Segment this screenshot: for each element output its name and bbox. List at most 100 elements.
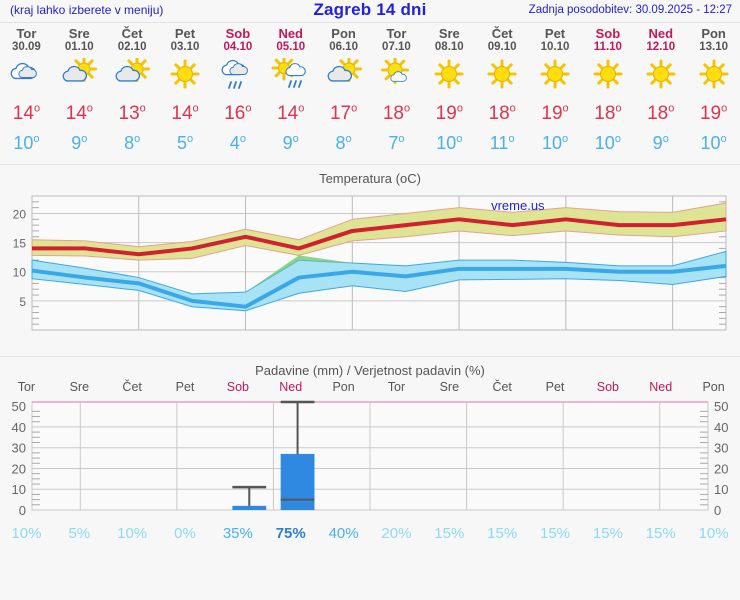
weather-icon-sun-rain bbox=[271, 58, 306, 88]
max-temp-value: 13o bbox=[118, 103, 146, 125]
min-temp-cell: 10o bbox=[529, 127, 582, 156]
min-temp-value: 9o bbox=[282, 133, 299, 154]
min-temp-cell: 8o bbox=[106, 127, 159, 156]
probability-cell: 40% bbox=[317, 524, 370, 544]
day-date: 02.10 bbox=[117, 41, 147, 53]
day-date: 06.10 bbox=[329, 41, 358, 53]
min-temp-cell: 4o bbox=[211, 127, 264, 156]
day-name: Sre bbox=[68, 26, 90, 41]
svg-text:0: 0 bbox=[714, 503, 721, 518]
precip-day-label: Sre bbox=[69, 380, 90, 395]
day-column: Sre 01.10 bbox=[53, 27, 106, 54]
weather-icon-cell bbox=[476, 54, 529, 96]
day-name: Sre bbox=[438, 26, 460, 41]
max-temp-cell: 16o bbox=[211, 96, 264, 127]
max-temperature-row: 14o 14o 13o 14o 16o 14o 17o 18o 19o 18o … bbox=[0, 96, 740, 127]
min-temp-value: 10o bbox=[700, 133, 727, 154]
min-temp-cell: 9o bbox=[53, 127, 106, 156]
weather-icon-rain bbox=[221, 59, 248, 89]
min-temp-value: 4o bbox=[229, 133, 246, 154]
svg-text:0: 0 bbox=[19, 503, 26, 518]
probability-cell: 10% bbox=[106, 524, 159, 544]
day-name: Tor bbox=[16, 26, 37, 41]
day-column: Ned 12.10 bbox=[634, 27, 687, 54]
day-column: Sob 04.10 bbox=[211, 27, 264, 54]
max-temp-cell: 19o bbox=[529, 96, 582, 127]
day-name: Sob bbox=[225, 26, 251, 41]
weather-icon-cell bbox=[581, 54, 634, 96]
temperature-chart: 5 10 15 20 vreme.us bbox=[0, 188, 740, 348]
max-temp-value: 16o bbox=[224, 103, 252, 125]
day-date: 07.10 bbox=[382, 41, 411, 53]
min-temp-value: 10o bbox=[436, 133, 463, 154]
weather-icon-cell bbox=[211, 54, 264, 96]
probability-value: 15% bbox=[592, 525, 623, 543]
min-temp-value: 9o bbox=[652, 133, 669, 154]
svg-text:40: 40 bbox=[714, 420, 728, 435]
svg-text:20: 20 bbox=[12, 462, 26, 477]
precip-day-label: Pon bbox=[332, 380, 355, 395]
day-name: Pet bbox=[544, 26, 566, 41]
min-temp-value: 8o bbox=[124, 133, 141, 154]
svg-text:50: 50 bbox=[12, 399, 26, 414]
svg-text:30: 30 bbox=[714, 441, 728, 456]
day-date: 12.10 bbox=[646, 41, 676, 53]
precip-day-label: Ned bbox=[279, 380, 303, 395]
probability-cell: 15% bbox=[423, 524, 476, 544]
section-divider bbox=[0, 164, 740, 166]
weather-icon-partly-sunny bbox=[327, 58, 362, 82]
max-temp-cell: 14o bbox=[159, 96, 212, 127]
probability-value: 20% bbox=[381, 525, 412, 543]
max-temp-cell: 13o bbox=[106, 96, 159, 127]
day-column: Tor 07.10 bbox=[370, 27, 423, 54]
min-temp-cell: 10o bbox=[0, 127, 53, 156]
day-column: Čet 09.10 bbox=[476, 27, 529, 54]
min-temp-value: 9o bbox=[71, 133, 88, 154]
probability-value: 10% bbox=[117, 525, 148, 543]
svg-text:20: 20 bbox=[714, 462, 728, 477]
probability-cell: 0% bbox=[159, 524, 212, 544]
svg-text:20: 20 bbox=[13, 208, 27, 222]
precip-day-label: Sob bbox=[596, 380, 619, 395]
day-column: Ned 05.10 bbox=[264, 27, 317, 54]
weather-icon-cell bbox=[317, 54, 370, 96]
probability-value: 0% bbox=[174, 525, 196, 543]
svg-text:5: 5 bbox=[19, 295, 26, 309]
day-column: Pon 06.10 bbox=[317, 27, 370, 54]
weather-icon-cell bbox=[529, 54, 582, 96]
max-temp-cell: 19o bbox=[423, 96, 476, 127]
max-temp-value: 18o bbox=[647, 103, 675, 125]
svg-text:10: 10 bbox=[12, 483, 26, 498]
last-update: Zadnja posodobitev: 30.09.2025 - 12:27 bbox=[528, 4, 732, 16]
probability-value: 15% bbox=[645, 525, 676, 543]
precip-day-label: Čet bbox=[122, 380, 142, 395]
precip-day-label: Tor bbox=[17, 380, 36, 395]
day-name: Ned bbox=[648, 26, 674, 41]
min-temp-cell: 11o bbox=[476, 127, 529, 156]
day-date: 04.10 bbox=[223, 41, 253, 53]
probability-value: 10% bbox=[11, 525, 42, 543]
max-temp-value: 18o bbox=[488, 103, 516, 125]
probability-value: 35% bbox=[222, 525, 253, 543]
precip-day-label: Pon bbox=[702, 380, 725, 395]
section-divider-2 bbox=[0, 356, 740, 358]
day-name: Pet bbox=[174, 26, 196, 41]
page-title: Zagreb 14 dni bbox=[313, 0, 427, 19]
probability-cell: 10% bbox=[0, 524, 53, 544]
probability-cell: 75% bbox=[264, 524, 317, 544]
day-date: 10.10 bbox=[540, 41, 570, 53]
probability-cell: 10% bbox=[687, 524, 740, 544]
weather-icon-sunny bbox=[434, 59, 464, 89]
day-column: Tor 30.09 bbox=[0, 27, 53, 54]
max-temp-cell: 18o bbox=[581, 96, 634, 127]
day-name: Čet bbox=[491, 26, 513, 41]
probability-value: 15% bbox=[540, 525, 571, 543]
location-hint: (kraj lahko izberete v meniju) bbox=[10, 3, 164, 17]
weather-icon-sunny bbox=[646, 59, 676, 89]
day-name: Čet bbox=[121, 26, 143, 41]
probability-value: 10% bbox=[698, 525, 729, 543]
svg-text:15: 15 bbox=[13, 237, 27, 251]
svg-text:30: 30 bbox=[12, 441, 26, 456]
day-name: Pon bbox=[701, 26, 726, 41]
min-temperature-row: 10o 9o 8o 5o 4o 9o 8o 7o 10o 11o 10o 10o… bbox=[0, 127, 740, 156]
